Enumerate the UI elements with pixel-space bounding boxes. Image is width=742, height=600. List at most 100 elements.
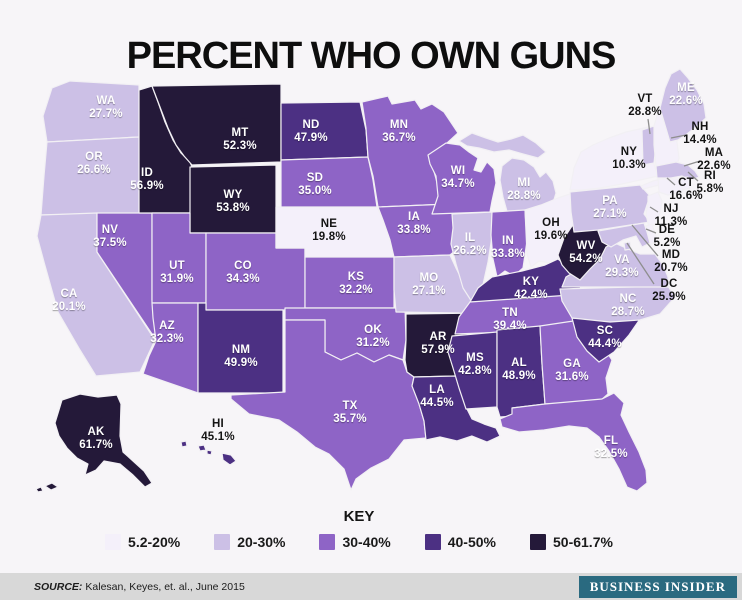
state-label-MT-value: 52.3%: [223, 140, 257, 152]
callout-line-RI: [687, 171, 699, 182]
state-label-NM-abbr: NM: [232, 344, 250, 356]
page-title: PERCENT WHO OWN GUNS: [126, 35, 617, 78]
state-label-NV-value: 37.5%: [93, 237, 127, 249]
state-label-WY-abbr: WY: [224, 189, 243, 201]
callout-line-MD: [631, 224, 659, 257]
state-label-OR-value: 26.6%: [77, 164, 111, 176]
state-label-FL-value: 32.5%: [594, 448, 628, 460]
state-label-OK-value: 31.2%: [356, 337, 390, 349]
state-label-IL-value: 26.2%: [453, 245, 487, 257]
state-label-FL-abbr: FL: [604, 435, 618, 447]
state-label-UT-abbr: UT: [169, 260, 185, 272]
state-label-NJ-abbr: NJ: [663, 203, 678, 215]
state-label-LA-abbr: LA: [429, 384, 445, 396]
state-label-CO-value: 34.3%: [226, 273, 260, 285]
state-label-GA-abbr: GA: [563, 358, 581, 370]
callout-line-DE: [645, 228, 657, 234]
state-HI: [180, 440, 237, 466]
legend-range-label-2: 30-40%: [342, 534, 391, 550]
state-label-RI-value: 5.8%: [696, 183, 723, 195]
state-label-WV-abbr: WV: [577, 240, 596, 252]
state-label-AZ-abbr: AZ: [159, 320, 175, 332]
state-label-IA-value: 33.8%: [397, 224, 431, 236]
state-label-AK-value: 61.7%: [79, 439, 113, 451]
state-label-NE-abbr: NE: [321, 218, 338, 230]
state-label-KY-abbr: KY: [523, 276, 540, 288]
legend-item-2: 30-40%: [319, 534, 391, 550]
state-label-KY-value: 42.4%: [514, 289, 548, 301]
state-WI: [427, 142, 497, 215]
state-label-NH-value: 14.4%: [683, 134, 717, 146]
state-label-PA-abbr: PA: [602, 195, 618, 207]
state-label-GA-value: 31.6%: [555, 371, 589, 383]
state-label-AL-abbr: AL: [511, 357, 527, 369]
state-label-MA-value: 22.6%: [697, 160, 731, 172]
state-label-TN-value: 39.4%: [493, 320, 527, 332]
state-label-DC-abbr: DC: [660, 278, 677, 290]
state-label-ID-abbr: ID: [141, 167, 153, 179]
state-OR: [40, 136, 140, 216]
state-label-MN-value: 36.7%: [382, 132, 416, 144]
state-label-LA-value: 44.5%: [420, 397, 454, 409]
state-label-NJ-value: 11.3%: [655, 216, 688, 228]
state-label-KS-value: 32.2%: [339, 284, 373, 296]
state-label-ND-value: 47.9%: [294, 132, 328, 144]
legend-range-label-1: 20-30%: [237, 534, 286, 550]
state-label-OH-abbr: OH: [542, 217, 560, 229]
state-label-MO-abbr: MO: [420, 272, 439, 284]
state-label-ME-abbr: ME: [677, 82, 695, 94]
state-label-WI-value: 34.7%: [441, 178, 475, 190]
legend-range-label-4: 50-61.7%: [553, 534, 613, 550]
state-NM: [197, 302, 284, 394]
state-label-MD-value: 20.7%: [654, 262, 688, 274]
state-label-MO-value: 27.1%: [412, 285, 446, 297]
callout-line-NJ: [649, 206, 659, 213]
state-shapes: [35, 68, 707, 493]
source-prefix: SOURCE:: [34, 580, 83, 593]
state-label-OK-abbr: OK: [364, 324, 382, 336]
state-label-MA-abbr: MA: [705, 147, 723, 159]
source-text: Kalesan, Keyes, et. al., June 2015: [85, 580, 245, 593]
state-label-WI-abbr: WI: [451, 165, 465, 177]
state-label-WY-value: 53.8%: [216, 202, 250, 214]
state-label-SC-value: 44.4%: [588, 338, 622, 350]
state-AK: [35, 393, 153, 493]
state-label-IN-abbr: IN: [502, 235, 514, 247]
state-label-DE-value: 5.2%: [653, 237, 680, 249]
state-label-OR-abbr: OR: [85, 151, 103, 163]
state-label-MI-value: 28.8%: [507, 190, 541, 202]
state-label-NV-abbr: NV: [102, 224, 119, 236]
state-label-NY-value: 10.3%: [612, 159, 646, 171]
state-label-MS-abbr: MS: [466, 352, 484, 364]
state-label-AL-value: 48.9%: [502, 370, 536, 382]
state-ME: [659, 68, 707, 143]
state-label-WV-value: 54.2%: [569, 253, 603, 265]
state-label-OH-value: 19.6%: [534, 230, 568, 242]
state-label-SC-abbr: SC: [597, 325, 613, 337]
state-FL: [499, 392, 648, 492]
state-CT: [657, 178, 684, 196]
state-label-VT-value: 28.8%: [628, 106, 662, 118]
source-line: SOURCE: Kalesan, Keyes, et. al., June 201…: [34, 581, 245, 593]
state-NC: [559, 285, 676, 323]
legend-swatch-3: [424, 534, 441, 550]
state-label-NC-abbr: NC: [619, 293, 636, 305]
state-label-DC-value: 25.9%: [652, 291, 686, 303]
legend-item-1: 20-30%: [214, 534, 285, 550]
business-insider-logo: BUSINESS INSIDER: [578, 576, 737, 598]
state-label-IL-abbr: IL: [465, 232, 476, 244]
state-label-MD-abbr: MD: [662, 249, 680, 261]
state-label-MT-abbr: MT: [231, 127, 248, 139]
state-label-AZ-value: 32.3%: [150, 333, 184, 345]
state-label-NY-abbr: NY: [621, 146, 638, 158]
state-MD: [597, 222, 651, 248]
callout-line-CT: [666, 177, 676, 186]
state-label-NM-value: 49.9%: [224, 357, 258, 369]
callout-line-DC: [626, 242, 655, 285]
state-label-TX-value: 35.7%: [333, 413, 367, 425]
legend-swatch-4: [530, 534, 546, 550]
state-label-ME-value: 22.6%: [669, 95, 703, 107]
state-SC: [571, 317, 641, 363]
state-label-WA-abbr: WA: [97, 95, 116, 107]
